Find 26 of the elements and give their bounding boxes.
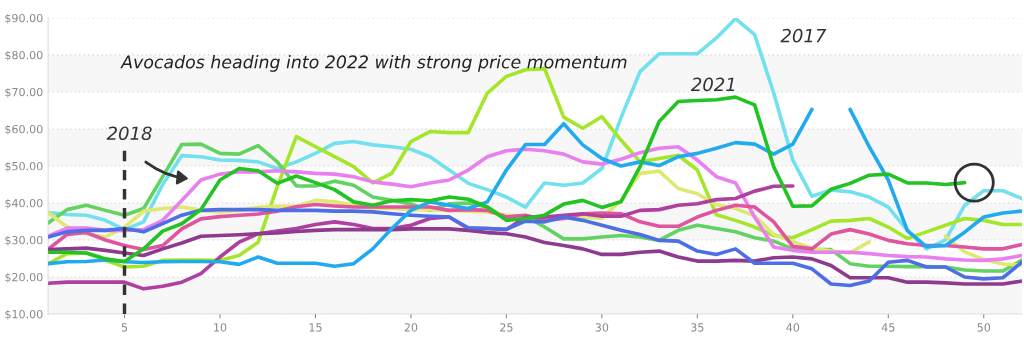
- y-tick-label: $70.00: [5, 87, 43, 98]
- y-tick-label: $30.00: [5, 235, 43, 246]
- x-tick-label: 30: [595, 323, 609, 332]
- x-tick-label: 10: [214, 323, 227, 332]
- y-tick-label: $50.00: [5, 161, 43, 172]
- y-tick-label: $20.00: [5, 272, 43, 283]
- annotation: 2018: [106, 126, 152, 141]
- x-tick-label: 5: [121, 323, 128, 332]
- y-tick-label: $80.00: [5, 50, 43, 61]
- x-tick-label: 45: [881, 323, 895, 332]
- annotation: 2021: [690, 77, 735, 92]
- x-tick-label: 40: [786, 323, 800, 332]
- x-tick-label: 15: [309, 323, 322, 332]
- y-tick-label: $40.00: [5, 198, 43, 209]
- x-tick-label: 35: [691, 323, 704, 332]
- y-tick-label: $10.00: [5, 309, 43, 320]
- line-series: [48, 227, 1022, 286]
- text: Avocados heading into 2022 with strong price momentum: [120, 55, 627, 72]
- y-tick-label: $60.00: [5, 124, 43, 135]
- line-series: [48, 17, 1022, 251]
- x-tick-label: 20: [404, 323, 418, 332]
- annotation: 2017: [780, 28, 827, 43]
- line-series: [48, 207, 1022, 288]
- x-tick-label: 50: [977, 323, 991, 332]
- y-tick-label: $90.00: [5, 13, 43, 24]
- x-tick-label: 25: [500, 323, 513, 332]
